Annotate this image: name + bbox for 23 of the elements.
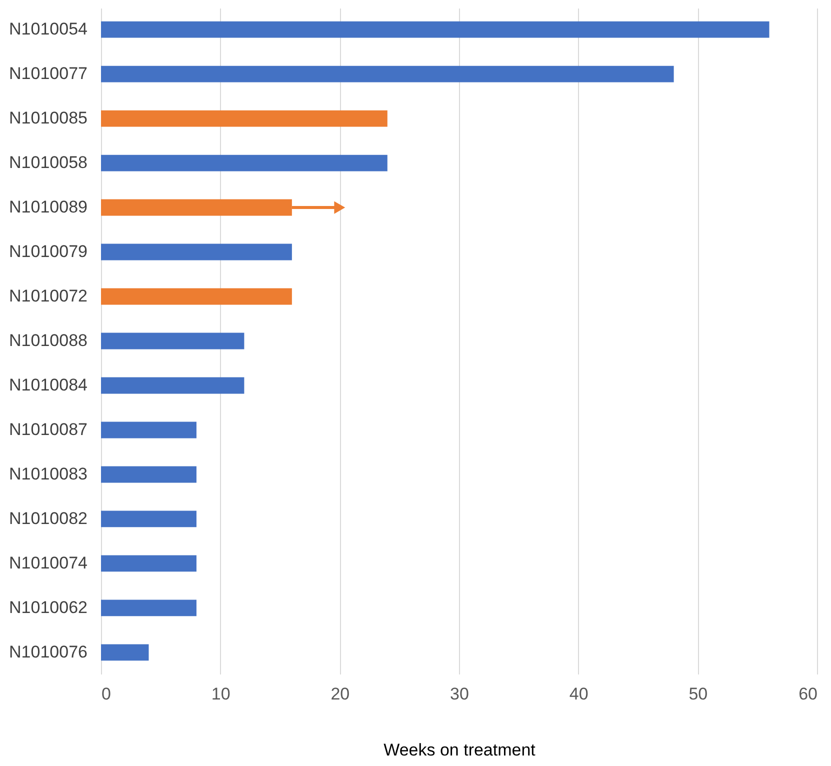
y-tick-label: N1010082 [9, 508, 88, 528]
x-tick-label: 20 [330, 684, 350, 704]
x-axis-title: Weeks on treatment [384, 740, 536, 760]
y-tick-label: N1010076 [9, 642, 88, 662]
y-tick-label: N1010083 [9, 464, 88, 484]
x-tick-label: 10 [211, 684, 230, 704]
x-tick-label: 50 [688, 684, 708, 704]
y-tick-label: N1010088 [9, 331, 88, 350]
y-tick-label: N1010079 [9, 242, 88, 262]
y-tick-label: N1010084 [9, 375, 88, 394]
x-tick-label: 40 [569, 684, 588, 704]
y-tick-label: N1010089 [9, 198, 88, 217]
x-tick-label: 30 [450, 684, 469, 704]
y-tick-label: N1010072 [9, 286, 88, 306]
x-tick-label: 60 [798, 684, 818, 704]
y-tick-label: N1010077 [9, 64, 88, 84]
y-tick-label: N1010054 [9, 20, 88, 39]
x-tick-label: 0 [102, 684, 111, 704]
y-tick-label: N1010074 [9, 553, 88, 572]
y-tick-label: N1010085 [9, 108, 88, 128]
y-tick-label: N1010062 [9, 598, 88, 617]
y-tick-label: N1010087 [9, 420, 88, 439]
y-tick-label: N1010058 [9, 153, 88, 172]
